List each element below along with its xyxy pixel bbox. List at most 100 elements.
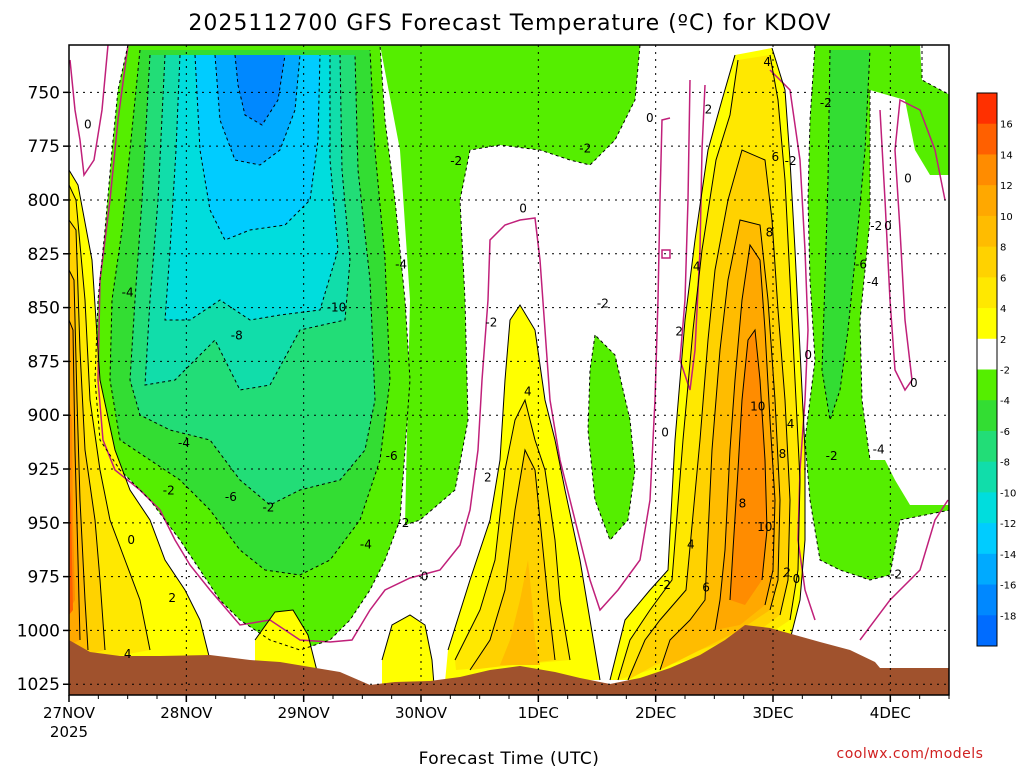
contour-label: 4 [124,647,132,661]
contour-label: -4 [867,275,879,289]
contour-label: 0 [661,425,669,439]
temp-region-above-12 [730,330,767,605]
negative-contours [94,45,949,651]
temp-region-above-6 [470,450,555,670]
colorbar-tick-label: -4 [1000,396,1010,407]
y-tick-label: 775 [28,137,60,157]
zero-degree-isotherm [679,79,706,391]
contour-label: -2 [450,154,462,168]
colorbar-tick-label: -6 [1000,427,1010,438]
y-tick-label: 925 [28,460,60,480]
contour-label: -6 [386,449,398,463]
colorbar-swatch [977,492,997,524]
colorbar-tick-label: -2 [1000,366,1010,377]
contour-label: -2 [870,219,882,233]
contour-label: 0 [127,533,135,547]
colorbar-swatch [977,246,997,278]
zero-degree-isotherm [859,499,949,641]
zero-degree-isotherm [879,98,946,392]
contour-label: 2 [168,591,176,605]
colorbar-tick-label: -10 [1000,488,1016,499]
contour-label: 4 [524,385,532,399]
zero-degree-isotherm [661,249,671,259]
temp-region-below-minus2 [588,335,635,540]
colorbar-swatch [977,523,997,555]
contour-label: 2 [783,565,791,579]
contour-label: -4 [122,286,134,300]
x-tick-label: 30NOV [395,704,448,722]
contour-label: 8 [739,496,747,510]
colorbar-swatch [977,584,997,616]
y-tick-label: 900 [28,406,60,426]
x-tick-label: 28NOV [160,704,213,722]
contour-label: 0 [804,348,812,362]
temp-region-above-14 [69,480,73,615]
contour-label: 0 [884,219,892,233]
contour-label: -2 [659,578,671,592]
colorbar-tick-label: 6 [1000,273,1006,284]
colorbar-tick-label: -14 [1000,550,1016,561]
y-tick-label: 825 [28,245,60,265]
y-tick-label: 975 [28,568,60,588]
y-tick-label: 850 [28,299,60,319]
credit-text: coolwx.com/models [837,746,984,762]
zero-degree-isotherm [769,69,816,621]
colorbar-swatch [977,185,997,217]
contour-label: 0 [646,111,654,125]
contour-label: 2 [484,471,492,485]
contour-label: -2 [397,516,409,530]
contour-label: -4 [178,436,190,450]
colorbar-swatch [977,400,997,432]
contour-label: -2 [890,567,902,581]
contour-label: 2 [705,103,713,117]
contour-label: 6 [702,580,710,594]
contour-label: -6 [855,258,867,272]
colorbar-swatch [977,338,997,370]
y-tick-label: 1025 [17,675,60,695]
y-axis: 750 775 800 825 850 875 900 925 950 975 1000 1025 [17,83,69,695]
temp-region-above-8 [500,560,540,665]
contour-label: -2 [826,449,838,463]
contour-label: 10 [750,400,765,414]
colorbar-swatch [977,215,997,248]
positive-contours [69,47,806,686]
colorbar-tick-label: 12 [1000,181,1013,192]
y-tick-label: 750 [28,83,60,103]
temp-region-below-minus16 [235,55,285,125]
x-tick-label: 29NOV [278,704,331,722]
colorbar-tick-label: 16 [1000,120,1013,131]
chart-title: 2025112700 GFS Forecast Temperature (ºC)… [188,11,831,36]
colorbar-tick-label: 2 [1000,335,1006,346]
contour-label: 0 [84,118,92,132]
contour-label: -2 [820,96,832,110]
contour-label: 6 [772,150,780,164]
contour-label: 4 [693,260,701,274]
contour-label: -2 [163,484,175,498]
contour-label: -2 [597,296,609,310]
colorbar-tick-label: -16 [1000,581,1016,592]
contour-label: -2 [262,501,274,515]
contour-label: -6 [225,490,237,504]
x-tick-label: 27NOV [43,704,96,722]
zero-degree-isotherm [97,45,671,643]
colorbar-tick-label: 4 [1000,304,1006,315]
temp-region-below-minus4 [822,50,870,420]
colorbar-swatch [977,93,997,125]
contour-label: -2 [579,141,591,155]
x-axis-label: Forecast Time (UTC) [419,749,600,768]
contour-label: 4 [687,537,695,551]
contour-label: 8 [766,225,774,239]
contour-label: 4 [787,417,795,431]
colorbar-tick-label: -18 [1000,611,1016,622]
colorbar-swatch [977,615,997,647]
terrain-below-ground [69,625,949,695]
contour-label: -10 [327,301,347,315]
x-axis: 27NOV 28NOV 29NOV 30NOV 1DEC 2DEC 3DEC 4DEC [43,695,950,722]
colorbar-swatch [977,123,997,155]
colorbar-tick-label: 14 [1000,150,1013,161]
colorbar-tick-label: -12 [1000,519,1016,530]
colorbar-swatch [977,154,997,186]
colorbar-frame [976,92,998,647]
y-tick-label: 875 [28,352,60,372]
